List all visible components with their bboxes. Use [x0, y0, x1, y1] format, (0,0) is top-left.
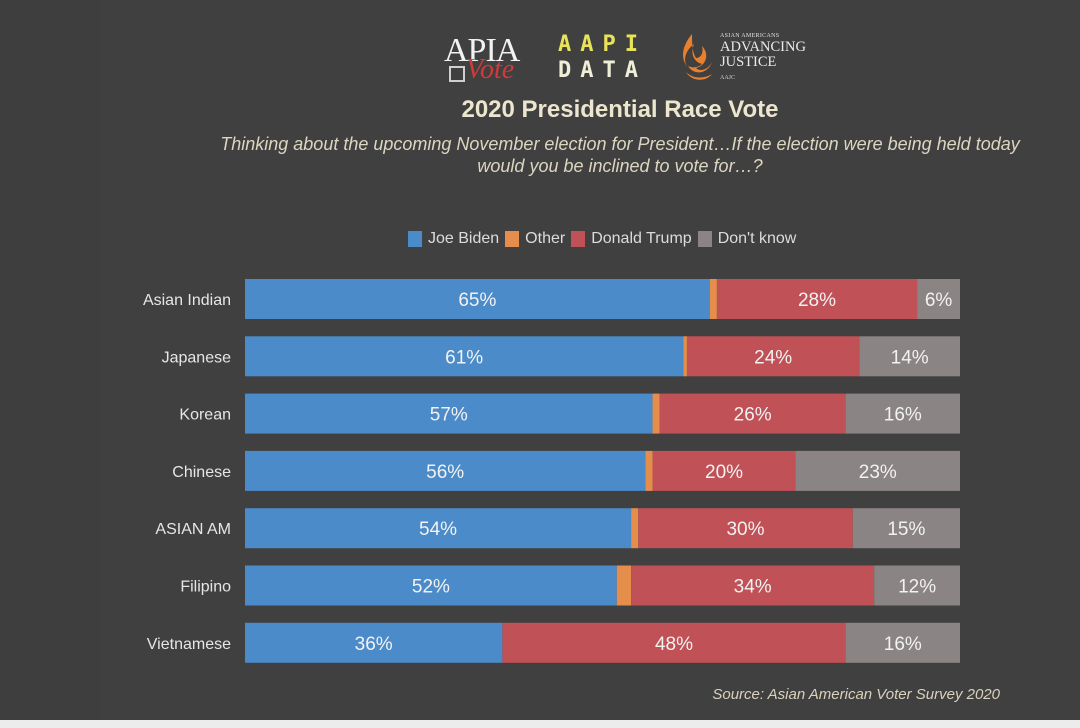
aajc-tiny-text: AAJC: [720, 75, 736, 81]
flame-icon: [683, 34, 712, 80]
aajc-line2: JUSTICE: [720, 54, 777, 70]
value-label-joe-biden-vietnamese: 36%: [355, 634, 393, 655]
checkbox-icon: [449, 66, 465, 82]
bar-donald-trump-vietnamese: [502, 622, 846, 663]
aajc-name: ADVANCING JUSTICE: [720, 40, 806, 70]
bar-joe-biden-vietnamese: [245, 622, 503, 663]
bar-joe-biden-japanese: [245, 336, 684, 377]
bar-other-japanese: [683, 336, 687, 377]
aapi-logo-text: AAPI: [558, 32, 647, 57]
legend-item-biden: Joe Biden: [408, 230, 499, 248]
value-label-don-t-know-japanese: 14%: [891, 347, 929, 368]
value-label-joe-biden-japanese: 61%: [445, 347, 483, 368]
bar-don-t-know-korean: [845, 393, 960, 434]
bar-joe-biden-asian-am: [245, 508, 632, 549]
bar-joe-biden-asian-indian: [245, 279, 710, 319]
bar-donald-trump-filipino: [631, 565, 875, 606]
value-label-don-t-know-vietnamese: 16%: [884, 634, 922, 655]
aajc-line1: ADVANCING: [720, 39, 806, 55]
value-label-don-t-know-asian-am: 15%: [887, 519, 925, 540]
value-label-donald-trump-vietnamese: 48%: [655, 634, 693, 655]
data-logo-text: DATA: [558, 58, 647, 83]
bar-don-t-know-chinese: [795, 450, 960, 491]
bar-donald-trump-asian-am: [638, 508, 853, 549]
bar-joe-biden-chinese: [245, 450, 646, 491]
category-label-asian-indian: Asian Indian: [143, 292, 231, 309]
legend-label-biden: Joe Biden: [428, 230, 500, 247]
bar-other-korean: [652, 393, 660, 434]
bar-don-t-know-vietnamese: [845, 622, 960, 663]
apia-vote-logo: APIA Vote: [444, 30, 544, 86]
bar-joe-biden-filipino: [245, 565, 617, 606]
chart-title: 2020 Presidential Race Vote: [461, 96, 779, 123]
aajc-logo: ASIAN AMERICANS ADVANCING JUSTICE AAJC: [678, 30, 838, 86]
value-label-donald-trump-japanese: 24%: [754, 347, 792, 368]
bar-other-chinese: [645, 450, 653, 491]
source-note: Source: Asian American Voter Survey 2020: [712, 686, 1000, 703]
bottom-strip: [0, 720, 1080, 728]
legend: Joe Biden Other Donald Trump Don't know: [408, 230, 802, 248]
vote-logo-text: Vote: [466, 54, 515, 85]
apia-logo-text: APIA: [444, 32, 520, 69]
value-label-joe-biden-korean: 57%: [430, 405, 468, 426]
bar-other-filipino: [616, 565, 632, 606]
value-label-joe-biden-filipino: 52%: [412, 577, 450, 598]
legend-label-dont-know: Don't know: [717, 230, 797, 247]
legend-swatch-dont-know: [697, 231, 712, 247]
bar-other-asian-indian: [709, 279, 717, 319]
bar-donald-trump-asian-indian: [716, 279, 918, 319]
legend-swatch-other: [505, 231, 520, 247]
legend-item-dont-know: Don't know: [697, 230, 797, 248]
category-label-korean: Korean: [179, 407, 231, 424]
bar-don-t-know-japanese: [859, 336, 960, 377]
legend-label-trump: Donald Trump: [591, 230, 692, 247]
legend-label-other: Other: [525, 230, 566, 247]
bar-donald-trump-korean: [659, 393, 846, 434]
value-label-don-t-know-filipino: 12%: [898, 577, 936, 598]
value-label-joe-biden-asian-am: 54%: [419, 519, 457, 540]
value-label-donald-trump-asian-am: 30%: [726, 519, 764, 540]
value-label-donald-trump-chinese: 20%: [705, 462, 743, 483]
value-label-joe-biden-chinese: 56%: [426, 462, 464, 483]
legend-swatch-biden: [408, 231, 422, 247]
value-label-donald-trump-korean: 26%: [734, 405, 772, 426]
legend-item-other: Other: [505, 230, 565, 248]
legend-swatch-trump: [571, 231, 586, 247]
category-label-chinese: Chinese: [172, 464, 231, 481]
category-label-japanese: Japanese: [162, 349, 231, 366]
value-label-donald-trump-filipino: 34%: [734, 577, 772, 598]
value-label-joe-biden-asian-indian: 65%: [458, 290, 496, 311]
bar-donald-trump-chinese: [652, 450, 796, 491]
category-label-asian-am: ASIAN AM: [155, 521, 231, 538]
value-label-don-t-know-korean: 16%: [884, 405, 922, 426]
category-label-vietnamese: Vietnamese: [147, 636, 231, 653]
value-label-don-t-know-chinese: 23%: [859, 462, 897, 483]
logo-bar: APIA Vote AAPI DATA ASIAN AMERICANS ADVA…: [440, 28, 840, 88]
value-label-don-t-know-asian-indian: 6%: [925, 290, 953, 311]
value-label-donald-trump-asian-indian: 28%: [798, 290, 836, 311]
bar-don-t-know-asian-indian: [917, 279, 960, 319]
bar-donald-trump-japanese: [686, 336, 860, 377]
bar-other-asian-am: [631, 508, 639, 549]
category-label-filipino: Filipino: [180, 579, 231, 596]
bar-don-t-know-filipino: [874, 565, 960, 606]
aajc-small-text: ASIAN AMERICANS: [720, 33, 780, 39]
bar-joe-biden-korean: [245, 393, 653, 434]
legend-item-trump: Donald Trump: [571, 230, 692, 248]
bar-don-t-know-asian-am: [852, 508, 960, 549]
aapi-data-logo: AAPI DATA: [558, 32, 647, 84]
chart-subtitle: Thinking about the upcoming November ele…: [220, 134, 1020, 176]
